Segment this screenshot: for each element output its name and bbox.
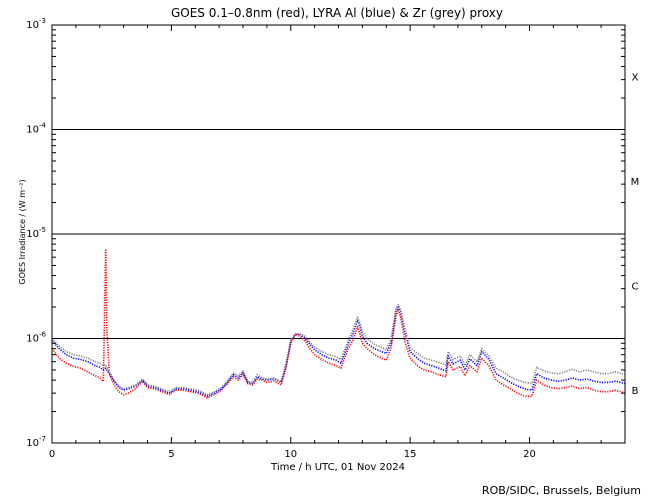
series-line-zr — [51, 303, 626, 396]
x-tick-label: 15 — [404, 449, 417, 460]
chart-title: GOES 0.1–0.8nm (red), LYRA Al (blue) & Z… — [171, 6, 503, 20]
axes-layer: 0 5 10 15 20 10-3 10-4 10-5 10-6 10-7 X M C B — [26, 17, 639, 460]
y-tick-label: 10-6 — [26, 331, 46, 345]
flare-class-label: B — [632, 386, 639, 397]
y-tick-label: 10-5 — [26, 226, 46, 240]
flare-class-label: M — [631, 177, 640, 188]
y-axis-label: GOES Irradiance / (W m⁻²) — [18, 179, 27, 284]
reference-lines — [52, 129, 625, 339]
credit-text: ROB/SIDC, Brussels, Belgium — [482, 484, 641, 497]
y-tick-label: 10-3 — [26, 17, 46, 31]
series-line-0.1–0.8nm — [51, 249, 626, 399]
y-tick-label: 10-7 — [26, 435, 46, 449]
x-tick-label: 5 — [168, 449, 174, 460]
series-layer — [51, 249, 626, 399]
x-axis-label: Time / h UTC, 01 Nov 2024 — [270, 462, 405, 473]
flare-class-label: C — [632, 282, 639, 293]
flare-class-label: X — [632, 73, 639, 84]
y-tick-label: 10-4 — [26, 122, 46, 136]
x-tick-label: 10 — [284, 449, 297, 460]
x-tick-label: 20 — [523, 449, 536, 460]
x-tick-label: 0 — [49, 449, 55, 460]
series-line-al — [51, 306, 626, 398]
